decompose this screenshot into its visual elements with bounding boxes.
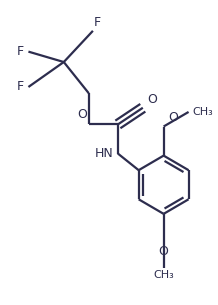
Text: O: O [77, 108, 87, 121]
Text: CH₃: CH₃ [193, 107, 213, 117]
Text: F: F [94, 16, 101, 29]
Text: O: O [168, 111, 178, 124]
Text: O: O [159, 245, 169, 258]
Text: F: F [17, 81, 24, 94]
Text: CH₃: CH₃ [153, 270, 174, 280]
Text: O: O [147, 93, 157, 106]
Text: F: F [17, 45, 24, 58]
Text: HN: HN [95, 147, 114, 160]
